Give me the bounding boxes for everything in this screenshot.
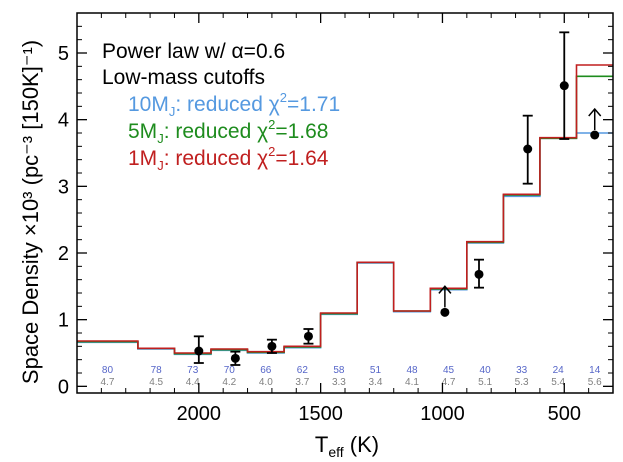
legend-entry-10mj: 10MJ: reduced χ2=1.71 xyxy=(128,90,340,119)
bin-count-n-6: 58 xyxy=(333,365,345,376)
x-axis-title: Teff (K) xyxy=(315,432,379,460)
series-line-1 xyxy=(77,75,613,355)
annotation-title-line1: Power law w/ α=0.6 xyxy=(102,40,285,63)
x-tick-label-3: 500 xyxy=(548,403,581,425)
y-tick-label-4: 4 xyxy=(58,110,69,132)
data-point-6 xyxy=(523,144,533,154)
y-tick-label-1: 1 xyxy=(58,310,69,332)
bin-count-n-7: 51 xyxy=(370,365,382,376)
data-points-layer xyxy=(193,31,602,366)
data-point-2 xyxy=(267,341,277,351)
limit-arrow-head-4 xyxy=(438,285,452,294)
bin-count-n-8: 48 xyxy=(406,365,418,376)
series-line-2 xyxy=(77,64,613,354)
data-point-8 xyxy=(590,130,600,140)
bin-count-n-0: 80 xyxy=(102,365,114,376)
y-tick-label-5: 5 xyxy=(58,43,69,65)
y-tick-label-3: 3 xyxy=(58,176,69,198)
bin-count-z-6: 3.3 xyxy=(332,377,346,388)
bin-count-n-1: 78 xyxy=(151,365,163,376)
data-point-7 xyxy=(559,81,569,91)
bin-count-n-4: 66 xyxy=(260,365,272,376)
bin-count-z-13: 5.6 xyxy=(588,377,602,388)
data-point-0 xyxy=(194,346,204,356)
data-point-1 xyxy=(230,353,240,363)
x-tick-label-0: 2000 xyxy=(177,403,222,425)
bin-count-z-8: 4.1 xyxy=(405,377,419,388)
bin-count-z-1: 4.5 xyxy=(149,377,163,388)
bin-count-n-13: 14 xyxy=(589,365,601,376)
bin-count-z-2: 4.4 xyxy=(186,377,200,388)
bin-count-z-3: 4.2 xyxy=(222,377,236,388)
bin-count-z-7: 3.4 xyxy=(369,377,383,388)
bin-count-n-9: 45 xyxy=(443,365,455,376)
bin-count-z-4: 4.0 xyxy=(259,377,273,388)
bin-count-n-11: 33 xyxy=(516,365,528,376)
bin-count-z-10: 5.1 xyxy=(478,377,492,388)
data-point-3 xyxy=(303,331,313,341)
bin-counts-layer: 804.7784.5734.4704.2664.0623.7583.3513.4… xyxy=(101,365,603,388)
bin-count-z-9: 4.7 xyxy=(442,377,456,388)
annotation-title-line2: Low-mass cutoffs xyxy=(102,66,265,89)
x-tick-label-2: 1000 xyxy=(420,403,465,425)
data-point-5 xyxy=(474,269,484,279)
bin-count-z-11: 5.3 xyxy=(515,377,529,388)
y-tick-label-0: 0 xyxy=(58,376,69,398)
legend-entry-5mj: 5MJ: reduced χ2=1.68 xyxy=(128,117,328,146)
legend-entry-1mj: 1MJ: reduced χ2=1.64 xyxy=(128,144,329,173)
bin-count-z-5: 3.7 xyxy=(295,377,309,388)
bin-count-n-2: 73 xyxy=(187,365,199,376)
bin-count-n-5: 62 xyxy=(297,365,309,376)
model-series-layer xyxy=(77,64,613,356)
bin-count-z-12: 5.4 xyxy=(551,377,565,388)
y-tick-label-2: 2 xyxy=(58,243,69,265)
bin-count-z-0: 4.7 xyxy=(101,377,115,388)
y-axis-title: Space Density ×10³ (pc⁻³ [150K]⁻¹) xyxy=(18,40,43,384)
x-tick-label-1: 1500 xyxy=(298,403,343,425)
data-point-4 xyxy=(440,307,450,317)
bin-count-n-12: 24 xyxy=(553,365,565,376)
limit-arrow-head-8 xyxy=(588,107,602,117)
bin-count-n-3: 70 xyxy=(224,365,236,376)
bin-count-n-10: 40 xyxy=(480,365,492,376)
